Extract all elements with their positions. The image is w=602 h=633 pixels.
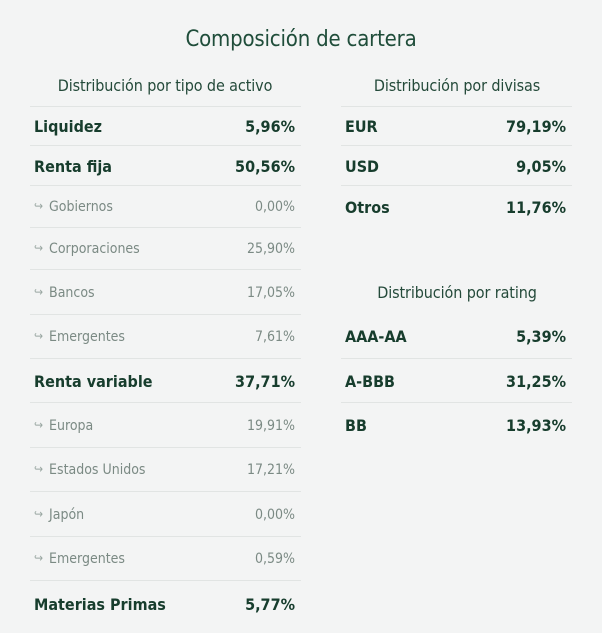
row-label: USD xyxy=(345,156,380,176)
asset-type-top-divider xyxy=(30,106,301,107)
row-value: 37,71% xyxy=(235,371,295,391)
table-row: ↪ Gobiernos 0,00% xyxy=(30,186,301,228)
row-label: A-BBB xyxy=(345,371,396,391)
row-value: 5,96% xyxy=(245,116,295,136)
row-label: ↪ Estados Unidos xyxy=(34,462,146,478)
table-row: EUR 79,19% xyxy=(341,106,572,146)
row-value: 0,00% xyxy=(254,199,295,215)
currency-table: EUR 79,19% USD 9,05% Otros 11,76% xyxy=(341,106,572,230)
asset-type-section-title: Distribución por tipo de activo xyxy=(57,76,273,95)
row-value: 9,05% xyxy=(516,156,566,176)
table-row: USD 9,05% xyxy=(341,146,572,186)
return-arrow-icon: ↪ xyxy=(34,506,44,521)
row-label: ↪ Bancos xyxy=(34,284,95,301)
table-row: ↪ Corporaciones 25,90% xyxy=(30,228,301,270)
table-row: Liquidez 5,96% xyxy=(30,106,301,146)
row-label: ↪ Japón xyxy=(34,506,85,523)
row-label: ↪ Europa xyxy=(34,417,94,434)
table-row: Materias Primas 5,77% xyxy=(30,581,301,627)
row-value: 13,93% xyxy=(506,416,566,435)
row-label: Liquidez xyxy=(34,116,103,136)
table-row: ↪ Bancos 17,05% xyxy=(30,270,301,315)
row-label: Renta fija xyxy=(34,156,113,176)
table-row: A-BBB 31,25% xyxy=(341,359,572,403)
return-arrow-icon: ↪ xyxy=(34,417,44,432)
row-value: 5,77% xyxy=(245,594,295,614)
page-title: Composición de cartera xyxy=(185,27,417,52)
row-label: Materias Primas xyxy=(34,594,166,614)
row-label: BB xyxy=(345,416,367,435)
row-value: 11,76% xyxy=(506,197,566,217)
rating-table: AAA-AA 5,39% A-BBB 31,25% BB 13,93% xyxy=(341,314,572,448)
table-row: ↪ Emergentes 0,59% xyxy=(30,537,301,581)
table-row: ↪ Europa 19,91% xyxy=(30,403,301,448)
row-label: ↪ Gobiernos xyxy=(34,199,113,215)
table-row: BB 13,93% xyxy=(341,403,572,448)
row-value: 31,25% xyxy=(506,371,566,391)
row-value: 5,39% xyxy=(516,327,566,346)
return-arrow-icon: ↪ xyxy=(34,199,44,213)
row-value: 19,91% xyxy=(246,417,295,434)
row-label: EUR xyxy=(345,116,378,136)
currency-section-title: Distribución por divisas xyxy=(373,76,541,95)
table-row: Renta fija 50,56% xyxy=(30,146,301,186)
asset-type-table: Liquidez 5,96% Renta fija 50,56% ↪ Gobier… xyxy=(30,106,301,626)
row-label: Renta variable xyxy=(34,371,153,391)
row-value: 50,56% xyxy=(235,156,295,176)
table-row: ↪ Japón 0,00% xyxy=(30,492,301,537)
return-arrow-icon: ↪ xyxy=(34,284,44,299)
row-label: ↪ Emergentes xyxy=(34,329,125,345)
row-label: ↪ Corporaciones xyxy=(34,241,140,257)
return-arrow-icon: ↪ xyxy=(34,241,44,255)
table-row: Otros 11,76% xyxy=(341,186,572,228)
row-label: ↪ Emergentes xyxy=(34,551,125,567)
return-arrow-icon: ↪ xyxy=(34,551,44,565)
currency-top-divider xyxy=(341,106,572,107)
return-arrow-icon: ↪ xyxy=(34,329,44,343)
row-value: 17,05% xyxy=(246,284,295,301)
row-value: 7,61% xyxy=(254,329,295,345)
row-label: AAA-AA xyxy=(345,327,407,346)
table-row: ↪ Emergentes 7,61% xyxy=(30,315,301,359)
row-label: Otros xyxy=(345,197,390,217)
rating-section-title: Distribución por rating xyxy=(377,283,537,302)
row-value: 79,19% xyxy=(506,116,566,136)
row-value: 17,21% xyxy=(246,462,295,478)
table-row: Renta variable 37,71% xyxy=(30,359,301,403)
row-value: 0,59% xyxy=(254,551,295,567)
table-row: AAA-AA 5,39% xyxy=(341,314,572,359)
row-value: 0,00% xyxy=(254,506,295,523)
row-value: 25,90% xyxy=(246,241,295,257)
return-arrow-icon: ↪ xyxy=(34,462,44,476)
table-row: ↪ Estados Unidos 17,21% xyxy=(30,448,301,492)
